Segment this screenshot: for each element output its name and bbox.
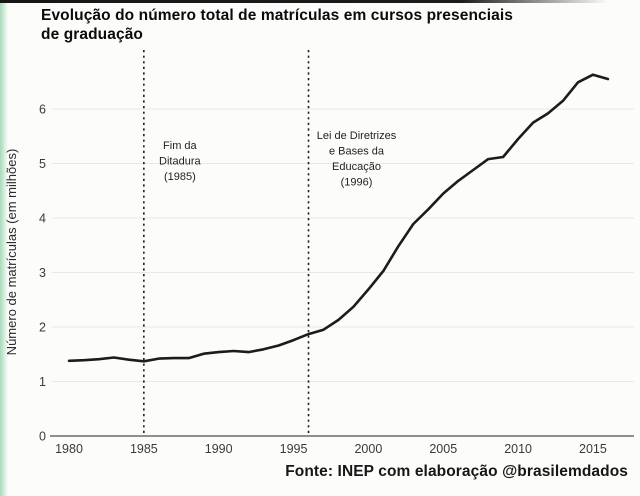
annotation-1985-line-1: Fim da: [163, 140, 198, 152]
y-tick-label-6: 6: [39, 103, 46, 117]
x-tick-label-1990: 1990: [205, 442, 233, 456]
x-tick-label-2005: 2005: [429, 442, 457, 456]
annotation-1996-line-1: Lei de Diretrizes: [317, 130, 397, 142]
x-tick-label-2000: 2000: [354, 442, 382, 456]
source-caption: Fonte: INEP com elaboração @brasilemdado…: [285, 463, 628, 480]
chart-title-line-1: Evolução do número total de matrículas e…: [41, 7, 514, 24]
y-tick-label-1: 1: [39, 375, 46, 389]
enrollment-series-line: [67, 73, 610, 363]
annotation-1996-line-3: Educação: [332, 161, 381, 173]
x-tick-label-1985: 1985: [130, 442, 158, 456]
annotation-1985-line-3: (1985): [164, 171, 196, 183]
y-axis-title: Número de matrículas (em milhões): [4, 149, 19, 356]
annotation-1996-line-4: (1996): [341, 177, 373, 189]
x-tick-label-1995: 1995: [280, 442, 308, 456]
y-tick-label-5: 5: [39, 157, 46, 171]
y-tick-label-2: 2: [39, 321, 46, 335]
chart-title-line-2: de graduação: [41, 26, 143, 43]
y-tick-label-0: 0: [39, 430, 46, 444]
y-tick-label-4: 4: [39, 212, 46, 226]
x-tick-label-1980: 1980: [55, 442, 83, 456]
chart-title: Evolução do número total de matrículas e…: [41, 6, 601, 44]
annotation-1985: Fim da Ditadura (1985): [159, 140, 201, 183]
x-tick-label-2015: 2015: [579, 442, 607, 456]
annotation-1996-line-2: e Bases da: [329, 146, 385, 158]
y-tick-label-3: 3: [39, 266, 46, 280]
annotation-1985-line-2: Ditadura: [159, 156, 201, 168]
left-edge-accent: [0, 0, 8, 496]
top-edge-border: [0, 0, 640, 3]
annotation-1996: Lei de Diretrizes e Bases da Educação (1996…: [317, 130, 397, 189]
x-tick-label-2010: 2010: [504, 442, 532, 456]
